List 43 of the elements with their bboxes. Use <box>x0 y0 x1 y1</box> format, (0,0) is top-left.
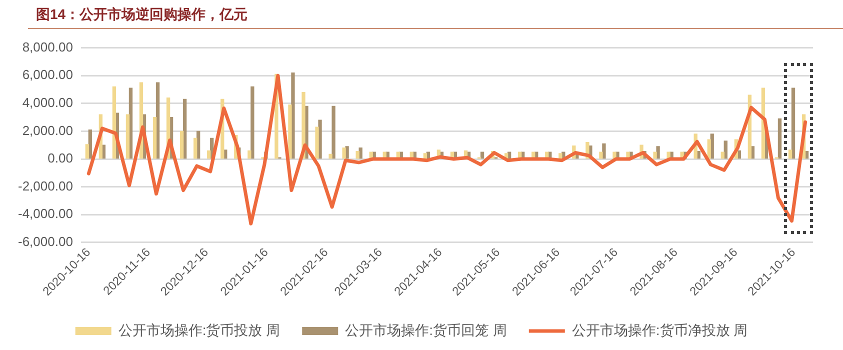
bar <box>480 152 484 159</box>
bar <box>602 143 606 159</box>
bar <box>315 126 319 159</box>
bar <box>358 148 362 159</box>
bar <box>356 151 360 159</box>
legend-label: 公开市场操作:货币回笼 周 <box>345 322 507 338</box>
legend-label: 公开市场操作:货币投放 周 <box>118 322 280 338</box>
bar <box>653 152 657 159</box>
y-tick-label: -2,000.00 <box>18 178 73 194</box>
bar <box>328 154 332 159</box>
bar <box>612 152 616 159</box>
y-tick-label: -4,000.00 <box>18 206 73 222</box>
bar <box>180 130 184 159</box>
bar <box>720 152 724 159</box>
bar <box>250 86 254 159</box>
bar <box>126 114 130 159</box>
bar <box>248 150 252 159</box>
bar <box>778 118 782 159</box>
chart-title: 图14：公开市场逆回购操作，亿元 <box>28 4 843 29</box>
bar <box>791 88 796 159</box>
bar <box>599 152 603 159</box>
bar <box>656 146 660 159</box>
bar <box>788 150 792 159</box>
bar <box>724 140 728 159</box>
bar <box>342 148 346 159</box>
y-tick-label: 6,000.00 <box>22 67 73 82</box>
bar <box>666 152 670 159</box>
y-tick-label: 8,000.00 <box>22 39 73 54</box>
bar <box>152 116 157 159</box>
bar <box>193 138 198 159</box>
bar <box>558 153 562 159</box>
bar <box>332 106 336 159</box>
y-tick-label: 4,000.00 <box>22 94 73 110</box>
y-tick-label: 2,000.00 <box>22 122 73 138</box>
y-tick-label: -6,000.00 <box>18 234 73 249</box>
bar <box>207 150 211 159</box>
bar <box>423 153 428 159</box>
bar <box>291 72 295 159</box>
legend-label: 公开市场操作:货币净投放 周 <box>572 322 748 338</box>
bar <box>707 139 711 159</box>
y-tick-label: 0.00 <box>48 150 73 166</box>
bar <box>288 104 292 159</box>
bar <box>85 144 89 159</box>
